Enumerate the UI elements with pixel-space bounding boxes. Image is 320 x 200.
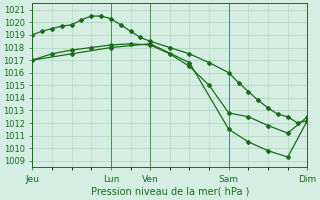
X-axis label: Pression niveau de la mer( hPa ): Pression niveau de la mer( hPa ): [91, 187, 249, 197]
